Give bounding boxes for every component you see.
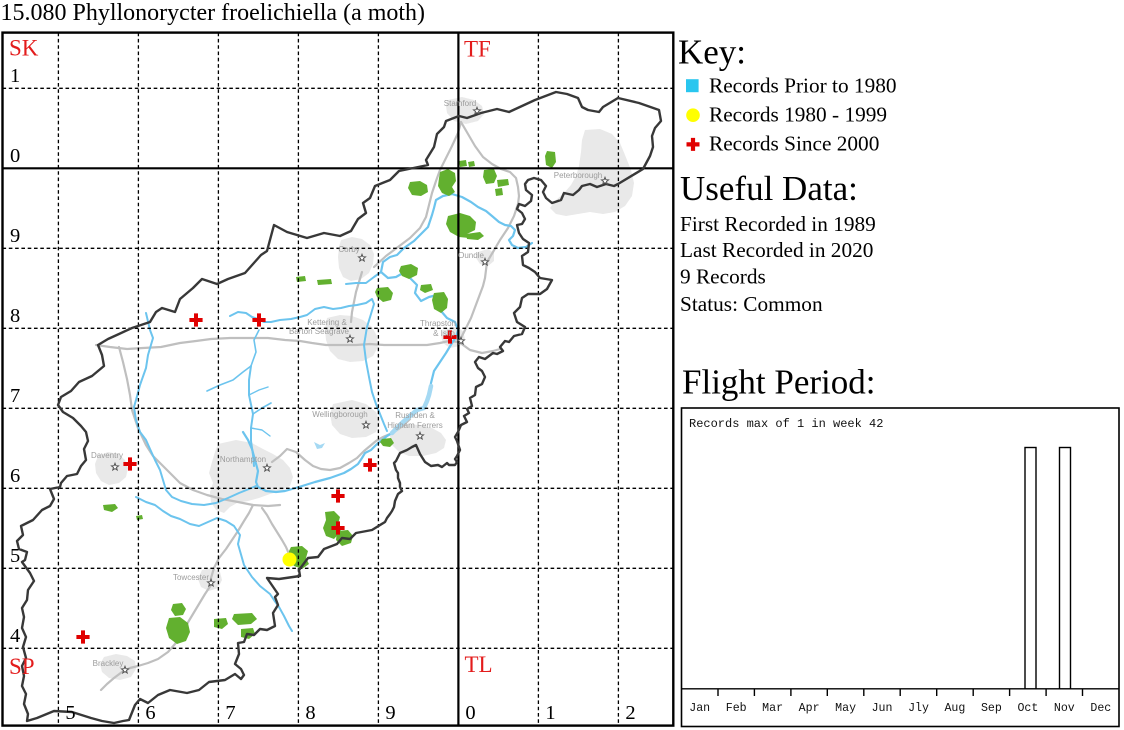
svg-text:Wellingborough: Wellingborough bbox=[312, 410, 367, 419]
svg-text:TF: TF bbox=[464, 37, 491, 62]
svg-text:Records 1980 - 1999: Records 1980 - 1999 bbox=[709, 103, 887, 127]
svg-text:Flight Period:: Flight Period: bbox=[682, 363, 876, 402]
svg-text:Records Since 2000: Records Since 2000 bbox=[709, 132, 879, 156]
svg-text:Brackley: Brackley bbox=[93, 659, 124, 668]
svg-text:Key:: Key: bbox=[678, 32, 746, 71]
svg-text:& Islip: & Islip bbox=[433, 329, 455, 338]
svg-text:Jly: Jly bbox=[908, 702, 929, 715]
svg-text:Status: Common: Status: Common bbox=[680, 292, 823, 316]
svg-text:Corby: Corby bbox=[338, 245, 359, 254]
svg-text:15.080 Phyllonorycter froelich: 15.080 Phyllonorycter froelichiella (a m… bbox=[1, 0, 426, 26]
svg-text:Apr: Apr bbox=[799, 702, 820, 715]
svg-text:7: 7 bbox=[225, 702, 235, 724]
svg-text:9 Records: 9 Records bbox=[680, 265, 766, 289]
svg-text:Barton Seagrave: Barton Seagrave bbox=[289, 327, 350, 336]
svg-text:First Recorded in 1989: First Recorded in 1989 bbox=[680, 212, 876, 236]
svg-text:SK: SK bbox=[9, 36, 39, 61]
svg-text:Oct: Oct bbox=[1017, 702, 1038, 715]
svg-text:6: 6 bbox=[145, 702, 155, 724]
svg-text:Peterborough: Peterborough bbox=[554, 171, 602, 180]
svg-text:Jun: Jun bbox=[872, 702, 893, 715]
svg-text:May: May bbox=[835, 702, 856, 715]
svg-text:8: 8 bbox=[10, 305, 20, 327]
svg-text:5: 5 bbox=[10, 545, 20, 567]
svg-text:1: 1 bbox=[10, 65, 20, 87]
svg-text:Records Prior to 1980: Records Prior to 1980 bbox=[709, 74, 897, 98]
svg-text:Towcester: Towcester bbox=[173, 573, 209, 582]
svg-text:6: 6 bbox=[10, 465, 20, 487]
svg-text:Mar: Mar bbox=[762, 702, 783, 715]
svg-text:Useful Data:: Useful Data: bbox=[680, 169, 858, 208]
svg-text:Dec: Dec bbox=[1090, 702, 1111, 715]
svg-text:0: 0 bbox=[465, 702, 475, 724]
svg-text:Kettering &: Kettering & bbox=[307, 318, 347, 327]
svg-text:5: 5 bbox=[65, 702, 75, 724]
svg-text:Thrapston: Thrapston bbox=[420, 319, 456, 328]
svg-text:Jan: Jan bbox=[689, 702, 710, 715]
svg-text:TL: TL bbox=[465, 652, 493, 677]
svg-text:Oundle: Oundle bbox=[458, 251, 484, 260]
svg-text:Last Recorded in 2020: Last Recorded in 2020 bbox=[680, 238, 873, 262]
svg-text:4: 4 bbox=[10, 625, 20, 647]
svg-text:8: 8 bbox=[305, 702, 315, 724]
svg-text:0: 0 bbox=[10, 145, 20, 167]
svg-text:Northampton: Northampton bbox=[220, 455, 266, 464]
svg-text:1: 1 bbox=[545, 702, 555, 724]
svg-text:SP: SP bbox=[9, 654, 35, 679]
svg-text:Feb: Feb bbox=[726, 702, 747, 715]
svg-text:9: 9 bbox=[385, 702, 395, 724]
svg-text:Daventry: Daventry bbox=[91, 451, 123, 460]
svg-text:Nov: Nov bbox=[1054, 702, 1075, 715]
svg-text:Aug: Aug bbox=[944, 702, 965, 715]
svg-text:Records max of 1 in week 42: Records max of 1 in week 42 bbox=[689, 417, 883, 431]
svg-text:9: 9 bbox=[10, 225, 20, 247]
svg-text:2: 2 bbox=[625, 702, 635, 724]
svg-text:Rushden &: Rushden & bbox=[395, 411, 435, 420]
svg-text:Stamford: Stamford bbox=[444, 99, 476, 108]
svg-text:7: 7 bbox=[10, 385, 20, 407]
svg-text:Sep: Sep bbox=[981, 702, 1002, 715]
svg-text:Higham Ferrers: Higham Ferrers bbox=[387, 421, 443, 430]
